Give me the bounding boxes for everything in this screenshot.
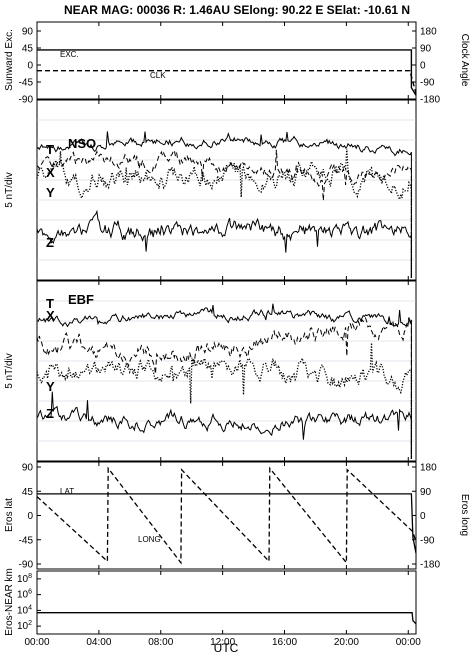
x-tick-label: 00:00: [24, 637, 49, 648]
trace-z: [36, 391, 412, 459]
ebf-x-label: X: [46, 308, 55, 323]
eros-lat-ylabel: Eros lat: [4, 498, 15, 532]
ebf-z-label: Z: [46, 406, 54, 421]
trace-t: [36, 131, 412, 278]
nso-y-label: Y: [46, 185, 55, 200]
nso-ylabel: 5 nT/div: [4, 172, 15, 208]
series-distance: [37, 612, 417, 625]
left-tick-label: 0: [27, 511, 33, 522]
left-tick-label: -90: [19, 95, 34, 106]
series-long: [36, 466, 417, 565]
trace-z: [36, 209, 412, 278]
series-exc: [37, 49, 417, 96]
left-tick-label: 45: [22, 487, 34, 498]
exc-label: EXC.: [60, 50, 79, 59]
nso-x-label: X: [46, 165, 55, 180]
ebf-ylabel: 5 nT/div: [4, 353, 15, 389]
right-tick-label: -180: [420, 95, 440, 106]
x-tick-label: 00:00: [396, 637, 421, 648]
clk-label: CLK: [150, 71, 166, 80]
panel-distance: Eros-NEAR km 108 106 104 102: [4, 568, 417, 636]
x-tick-label: 16:00: [272, 637, 297, 648]
ebf-t-label: T: [46, 296, 54, 311]
right-tick-label: 180: [420, 27, 437, 38]
left-tick-label: 90: [22, 463, 34, 474]
trace-y: [36, 342, 413, 459]
sunward-ylabel: Sunward Exc.: [4, 29, 15, 91]
panel-ebf-frame: [36, 280, 417, 462]
x-tick-label: 12:00: [210, 637, 235, 648]
panel-sunward-frame: [36, 21, 417, 100]
left-tick-label: -45: [19, 78, 34, 89]
series-lat: [37, 493, 417, 554]
right-tick-label: 0: [420, 61, 426, 72]
lat-label: LAT: [60, 487, 74, 496]
distance-ylabel: Eros-NEAR km: [4, 568, 15, 636]
right-tick-label: -180: [420, 560, 440, 571]
x-tick-label: 04:00: [86, 637, 111, 648]
log-tick-label: 108: [17, 573, 32, 585]
nso-z-label: Z: [46, 235, 54, 250]
panel-ebf: 5 nT/div EBF T X Y Z: [4, 280, 417, 462]
right-tick-label: 180: [420, 463, 437, 474]
series-clk: [37, 70, 417, 94]
left-tick-label: 0: [27, 61, 33, 72]
panel-eros: Eros lat Eros long 90 45 0 -45 -90 180 90 0 -90 -…: [4, 461, 470, 571]
left-tick-label: -90: [19, 560, 34, 571]
panel-sunward: Sunward Exc. Clock Angle 90 45 0 -45 -90 180 9…: [4, 21, 470, 106]
trace-y: [36, 148, 413, 278]
trace-t: [36, 303, 412, 459]
left-tick-label: -45: [19, 535, 34, 546]
trace-x: [36, 148, 412, 278]
right-tick-label: 90: [420, 44, 432, 55]
ebf-y-label: Y: [46, 379, 55, 394]
x-tick-label: 08:00: [148, 637, 173, 648]
panel-eros-frame: [36, 461, 417, 570]
long-label: LONG: [138, 535, 161, 544]
ebf-tag: EBF: [68, 292, 94, 307]
panel-nso-frame: [36, 99, 417, 281]
figure-title: NEAR MAG: 00036 R: 1.46AU SElong: 90.22 …: [64, 3, 410, 17]
eros-long-ylabel: Eros long: [459, 494, 470, 536]
right-tick-label: -90: [420, 535, 435, 546]
x-tick-label: 20:00: [334, 637, 359, 648]
log-tick-label: 106: [17, 589, 32, 601]
right-tick-label: 90: [420, 487, 432, 498]
trace-x: [36, 316, 412, 459]
panel-distance-frame: [36, 570, 417, 635]
right-tick-label: 0: [420, 511, 426, 522]
panel-nso: 5 nT/div NSO T X Y Z: [4, 99, 417, 281]
log-tick-label: 102: [17, 620, 32, 632]
clock-angle-ylabel: Clock Angle: [459, 34, 470, 87]
right-tick-label: -90: [420, 78, 435, 89]
nso-t-label: T: [46, 142, 54, 157]
left-tick-label: 45: [22, 44, 34, 55]
x-axis-label: UTC: [214, 641, 239, 655]
left-tick-label: 90: [22, 27, 34, 38]
log-tick-label: 104: [17, 604, 32, 616]
